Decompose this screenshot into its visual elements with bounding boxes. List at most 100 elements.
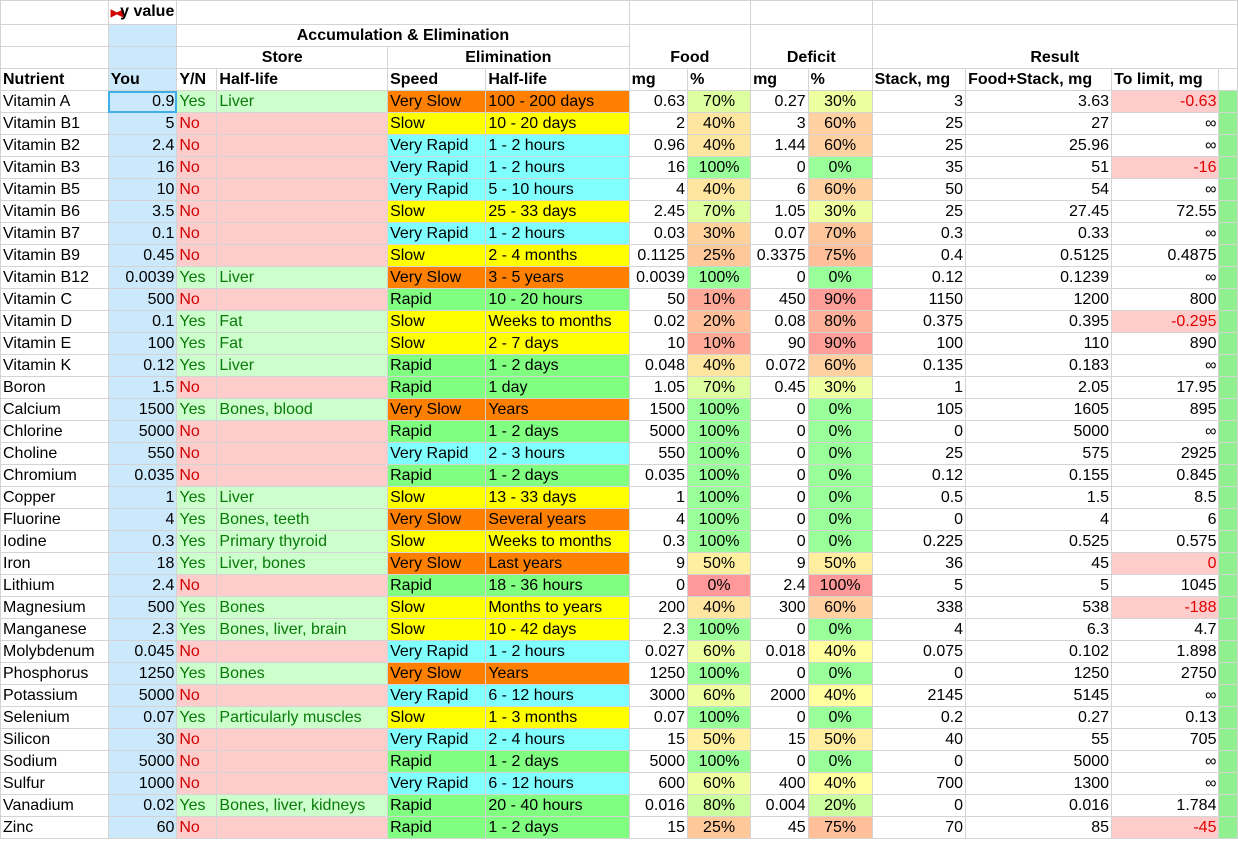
top-label-cell[interactable]: ▶◀y value bbox=[107, 0, 178, 25]
nutrient-cell[interactable]: Zinc bbox=[0, 816, 109, 839]
food-stack-mg-cell[interactable]: 3.63 bbox=[965, 90, 1113, 113]
deficit-pct-cell[interactable]: 0% bbox=[807, 398, 873, 421]
store-half-life-cell[interactable]: Liver bbox=[216, 354, 389, 377]
food-stack-mg-cell[interactable]: 0.155 bbox=[965, 464, 1113, 487]
you-cell[interactable]: 100 bbox=[107, 332, 178, 355]
stack-mg-cell[interactable]: 0 bbox=[871, 750, 967, 773]
store-yn-cell[interactable]: Yes bbox=[176, 266, 218, 289]
store-yn-cell[interactable]: Yes bbox=[176, 706, 218, 729]
food-stack-mg-cell[interactable]: 27 bbox=[965, 112, 1113, 135]
food-mg-cell[interactable]: 200 bbox=[628, 596, 689, 619]
speed-cell[interactable]: Very Slow bbox=[387, 508, 487, 531]
deficit-pct-cell[interactable]: 0% bbox=[807, 442, 873, 465]
deficit-pct-cell[interactable]: 90% bbox=[807, 332, 873, 355]
store-half-life-cell[interactable] bbox=[216, 464, 389, 487]
store-yn-cell[interactable]: No bbox=[176, 200, 218, 223]
extra-cell[interactable] bbox=[1218, 552, 1238, 575]
food-mg-cell[interactable]: 0.96 bbox=[628, 134, 689, 157]
elimination-half-life-cell[interactable]: Years bbox=[485, 398, 630, 421]
deficit-mg-cell[interactable]: 0.072 bbox=[750, 354, 809, 377]
to-limit-mg-cell[interactable]: ∞ bbox=[1111, 772, 1220, 795]
store-half-life-cell[interactable]: Bones bbox=[216, 596, 389, 619]
column-header-deficit-pct[interactable]: % bbox=[807, 68, 873, 91]
store-half-life-cell[interactable] bbox=[216, 442, 389, 465]
food-mg-cell[interactable]: 9 bbox=[628, 552, 689, 575]
stack-mg-cell[interactable]: 0.12 bbox=[871, 266, 967, 289]
extra-cell[interactable] bbox=[1218, 354, 1238, 377]
food-stack-mg-cell[interactable]: 2.05 bbox=[965, 376, 1113, 399]
extra-cell[interactable] bbox=[1218, 244, 1238, 267]
extra-cell[interactable] bbox=[1218, 684, 1238, 707]
nutrient-cell[interactable]: Selenium bbox=[0, 706, 109, 729]
deficit-pct-cell[interactable]: 60% bbox=[807, 178, 873, 201]
elimination-half-life-cell[interactable]: 1 - 2 hours bbox=[485, 222, 630, 245]
you-cell[interactable]: 30 bbox=[107, 728, 178, 751]
deficit-mg-cell[interactable]: 1.44 bbox=[750, 134, 809, 157]
nutrient-cell[interactable]: Vitamin E bbox=[0, 332, 109, 355]
deficit-mg-cell[interactable]: 90 bbox=[750, 332, 809, 355]
food-pct-cell[interactable]: 40% bbox=[687, 112, 752, 135]
elimination-half-life-cell[interactable]: 1 - 2 days bbox=[485, 750, 630, 773]
deficit-mg-cell[interactable]: 0.004 bbox=[750, 794, 809, 817]
speed-cell[interactable]: Rapid bbox=[387, 354, 487, 377]
elimination-half-life-cell[interactable]: 2 - 4 hours bbox=[485, 728, 630, 751]
elimination-half-life-cell[interactable]: 1 day bbox=[485, 376, 630, 399]
food-mg-cell[interactable]: 0.1125 bbox=[628, 244, 689, 267]
speed-cell[interactable]: Slow bbox=[387, 310, 487, 333]
deficit-pct-cell[interactable]: 80% bbox=[807, 310, 873, 333]
store-yn-cell[interactable]: No bbox=[176, 684, 218, 707]
store-yn-cell[interactable]: Yes bbox=[176, 552, 218, 575]
store-half-life-cell[interactable] bbox=[216, 640, 389, 663]
nutrient-cell[interactable]: Iodine bbox=[0, 530, 109, 553]
to-limit-mg-cell[interactable]: 1.784 bbox=[1111, 794, 1220, 817]
speed-cell[interactable]: Very Slow bbox=[387, 90, 487, 113]
store-yn-cell[interactable]: Yes bbox=[176, 508, 218, 531]
to-limit-mg-cell[interactable]: 2750 bbox=[1111, 662, 1220, 685]
deficit-mg-cell[interactable]: 2.4 bbox=[750, 574, 809, 597]
deficit-pct-cell[interactable]: 60% bbox=[807, 134, 873, 157]
food-mg-cell[interactable]: 50 bbox=[628, 288, 689, 311]
elimination-half-life-cell[interactable]: Years bbox=[485, 662, 630, 685]
deficit-pct-cell[interactable]: 50% bbox=[807, 552, 873, 575]
deficit-mg-cell[interactable]: 0.018 bbox=[750, 640, 809, 663]
store-half-life-cell[interactable]: Bones bbox=[216, 662, 389, 685]
stack-mg-cell[interactable]: 40 bbox=[871, 728, 967, 751]
speed-cell[interactable]: Very Rapid bbox=[387, 772, 487, 795]
store-yn-cell[interactable]: Yes bbox=[176, 530, 218, 553]
to-limit-mg-cell[interactable]: 0 bbox=[1111, 552, 1220, 575]
store-yn-cell[interactable]: No bbox=[176, 772, 218, 795]
food-mg-cell[interactable]: 600 bbox=[628, 772, 689, 795]
column-header-nutrient[interactable]: Nutrient bbox=[0, 68, 109, 91]
elimination-half-life-cell[interactable]: 1 - 2 days bbox=[485, 816, 630, 839]
nutrient-cell[interactable]: Phosphorus bbox=[0, 662, 109, 685]
extra-cell[interactable] bbox=[1218, 794, 1238, 817]
food-pct-cell[interactable]: 100% bbox=[687, 508, 752, 531]
store-half-life-cell[interactable]: Liver bbox=[216, 486, 389, 509]
deficit-mg-cell[interactable]: 0 bbox=[750, 508, 809, 531]
nutrient-cell[interactable]: Potassium bbox=[0, 684, 109, 707]
store-yn-cell[interactable]: No bbox=[176, 816, 218, 839]
food-stack-mg-cell[interactable]: 0.395 bbox=[965, 310, 1113, 333]
column-header-stack-mg[interactable]: Stack, mg bbox=[871, 68, 967, 91]
stack-mg-cell[interactable]: 36 bbox=[871, 552, 967, 575]
deficit-pct-cell[interactable]: 0% bbox=[807, 464, 873, 487]
stack-mg-cell[interactable]: 0 bbox=[871, 662, 967, 685]
deficit-mg-cell[interactable]: 6 bbox=[750, 178, 809, 201]
elimination-half-life-cell[interactable]: 1 - 2 days bbox=[485, 420, 630, 443]
to-limit-mg-cell[interactable]: 0.13 bbox=[1111, 706, 1220, 729]
stack-mg-cell[interactable]: 0.4 bbox=[871, 244, 967, 267]
extra-cell[interactable] bbox=[1218, 772, 1238, 795]
food-pct-cell[interactable]: 30% bbox=[687, 222, 752, 245]
nutrient-cell[interactable]: Lithium bbox=[0, 574, 109, 597]
store-half-life-cell[interactable] bbox=[216, 574, 389, 597]
extra-cell[interactable] bbox=[1218, 178, 1238, 201]
food-pct-cell[interactable]: 10% bbox=[687, 288, 752, 311]
nutrient-cell[interactable]: Manganese bbox=[0, 618, 109, 641]
deficit-pct-cell[interactable]: 75% bbox=[807, 244, 873, 267]
deficit-mg-cell[interactable]: 0 bbox=[750, 530, 809, 553]
nutrient-cell[interactable]: Choline bbox=[0, 442, 109, 465]
deficit-mg-cell[interactable]: 0 bbox=[750, 618, 809, 641]
nutrient-cell[interactable]: Iron bbox=[0, 552, 109, 575]
deficit-mg-cell[interactable]: 0 bbox=[750, 464, 809, 487]
to-limit-mg-cell[interactable]: 0.575 bbox=[1111, 530, 1220, 553]
